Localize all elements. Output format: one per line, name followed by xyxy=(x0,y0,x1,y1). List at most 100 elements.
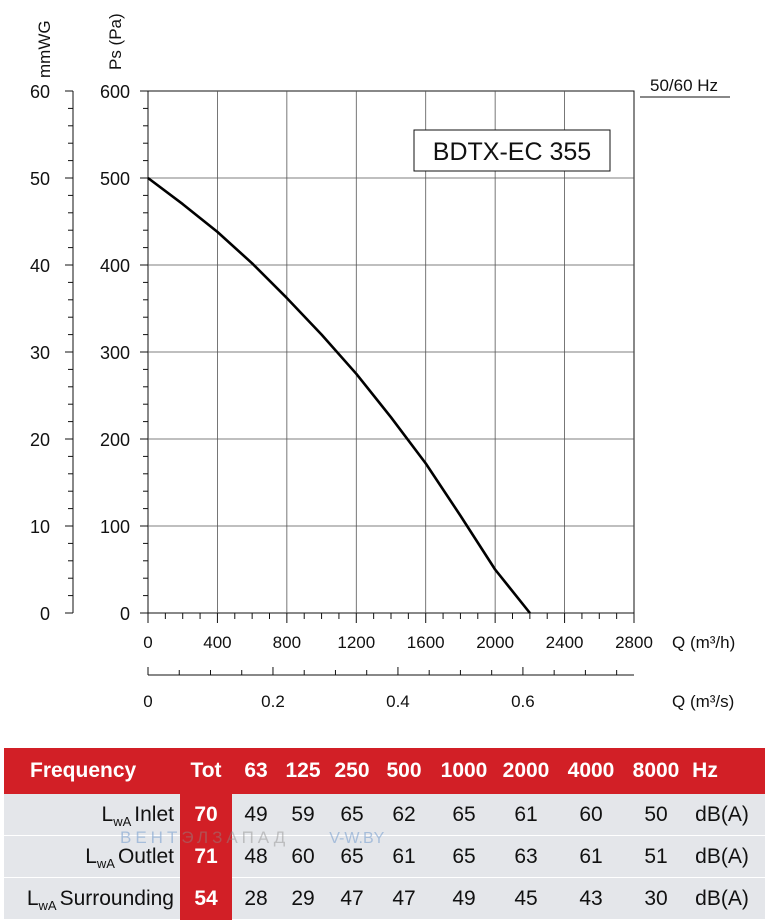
row-unit: dB(A) xyxy=(695,845,749,868)
row-value: 29 xyxy=(291,887,315,910)
header-background xyxy=(4,748,765,794)
fan-curve-chart: 0 100 200 300 400 500 600 0 10 20 30 40 50 60 mmWG Ps (… xyxy=(30,13,735,711)
row-value: 61 xyxy=(514,803,538,826)
row-tot: 70 xyxy=(194,803,218,826)
row-value: 28 xyxy=(244,887,268,910)
lw-symbol: L xyxy=(101,803,114,826)
row-name: Surrounding xyxy=(59,887,174,910)
row-value: 49 xyxy=(452,887,476,910)
sound-power-table: Frequency Tot 63 125 250 500 1000 2000 4… xyxy=(0,748,773,920)
row-value: 47 xyxy=(340,887,364,910)
row-unit: dB(A) xyxy=(695,803,749,826)
row-value: 43 xyxy=(579,887,603,910)
pa-axis-title: Ps (Pa) xyxy=(106,13,125,70)
lw-symbol: L xyxy=(26,887,39,910)
header-band: 500 xyxy=(386,759,422,782)
row-value: 60 xyxy=(579,803,603,826)
lw-subscript: wA xyxy=(113,813,132,829)
row-value: 49 xyxy=(244,803,268,826)
row-name: Outlet xyxy=(117,845,174,868)
pa-tick-label: 100 xyxy=(100,517,130,537)
row-value: 47 xyxy=(392,887,416,910)
row-value: 65 xyxy=(452,845,476,868)
tot-background xyxy=(180,836,232,878)
header-band: 4000 xyxy=(567,759,615,782)
row-value: 30 xyxy=(644,887,668,910)
q-m3h-tick-label: 800 xyxy=(273,633,301,652)
row-background xyxy=(4,794,765,835)
mmwg-tick-label: 30 xyxy=(30,343,50,363)
row-value: 62 xyxy=(392,803,416,826)
q-m3h-tick-label: 2000 xyxy=(476,633,514,652)
q-m3h-tick-label: 400 xyxy=(203,633,231,652)
mmwg-tick-label: 50 xyxy=(30,169,50,189)
header-band: 250 xyxy=(334,759,370,782)
q-m3h-axis-title: Q (m³/h) xyxy=(672,633,735,652)
fan-curve-line xyxy=(147,176,531,614)
mmwg-tick-label: 10 xyxy=(30,517,50,537)
mmwg-axis-title: mmWG xyxy=(35,20,54,78)
row-background xyxy=(4,836,765,877)
header-unit: Hz xyxy=(692,759,718,782)
watermark-part: ЭЛЗАПАД xyxy=(181,828,290,847)
mmwg-tick-label: 0 xyxy=(40,604,50,624)
frequency-label: 50/60 Hz xyxy=(650,76,718,95)
pa-tick-label: 0 xyxy=(120,604,130,624)
row-value: 61 xyxy=(579,845,603,868)
row-value: 50 xyxy=(644,803,668,826)
table-header-row: Frequency Tot 63 125 250 500 1000 2000 4… xyxy=(0,748,773,794)
mmwg-tick-label: 20 xyxy=(30,430,50,450)
lw-subscript: wA xyxy=(38,897,57,913)
header-band: 1000 xyxy=(440,759,488,782)
pa-tick-label: 600 xyxy=(100,82,130,102)
watermark-part: ВЕНТ xyxy=(120,828,182,847)
row-value: 61 xyxy=(392,845,416,868)
row-tot: 54 xyxy=(194,887,218,910)
mmwg-tick-label: 60 xyxy=(30,82,50,102)
row-value: 48 xyxy=(244,845,268,868)
q-m3h-tick-label: 0 xyxy=(143,633,152,652)
pa-tick-label: 500 xyxy=(100,169,130,189)
watermark: ВЕНТЭЛЗАПАД V-W.BY xyxy=(120,828,384,848)
header-band: 63 xyxy=(244,759,268,782)
row-tot: 71 xyxy=(194,845,218,868)
row-value: 45 xyxy=(514,887,538,910)
tot-background xyxy=(180,878,232,920)
row-value: 65 xyxy=(340,803,364,826)
row-value: 60 xyxy=(291,845,315,868)
chart-title: BDTX-EC 355 xyxy=(433,138,591,166)
q-m3s-tick-label: 0.6 xyxy=(511,692,535,711)
row-value: 59 xyxy=(291,803,315,826)
pa-tick-label: 400 xyxy=(100,256,130,276)
header-frequency: Frequency xyxy=(30,759,137,782)
q-m3h-tick-label: 2800 xyxy=(615,633,653,652)
header-band: 2000 xyxy=(502,759,550,782)
header-band: 8000 xyxy=(632,759,680,782)
q-m3s-tick-label: 0.4 xyxy=(386,692,410,711)
lw-subscript: wA xyxy=(96,855,115,871)
row-background xyxy=(4,878,765,919)
row-name: Inlet xyxy=(134,803,174,826)
q-m3h-tick-label: 1200 xyxy=(337,633,375,652)
q-m3s-tick-label: 0.2 xyxy=(261,692,285,711)
q-m3s-tick-label: 0 xyxy=(143,692,152,711)
chart-title-box xyxy=(413,129,611,172)
row-value: 65 xyxy=(452,803,476,826)
mmwg-tick-label: 40 xyxy=(30,256,50,276)
tot-background xyxy=(180,794,232,836)
header-tot: Tot xyxy=(190,759,222,782)
row-unit: dB(A) xyxy=(695,887,749,910)
header-band: 125 xyxy=(285,759,321,782)
q-m3h-tick-label: 1600 xyxy=(407,633,445,652)
pa-tick-label: 200 xyxy=(100,430,130,450)
row-value: 51 xyxy=(644,845,668,868)
q-m3h-tick-label: 2400 xyxy=(546,633,584,652)
row-value: 63 xyxy=(514,845,538,868)
pa-tick-label: 300 xyxy=(100,343,130,363)
